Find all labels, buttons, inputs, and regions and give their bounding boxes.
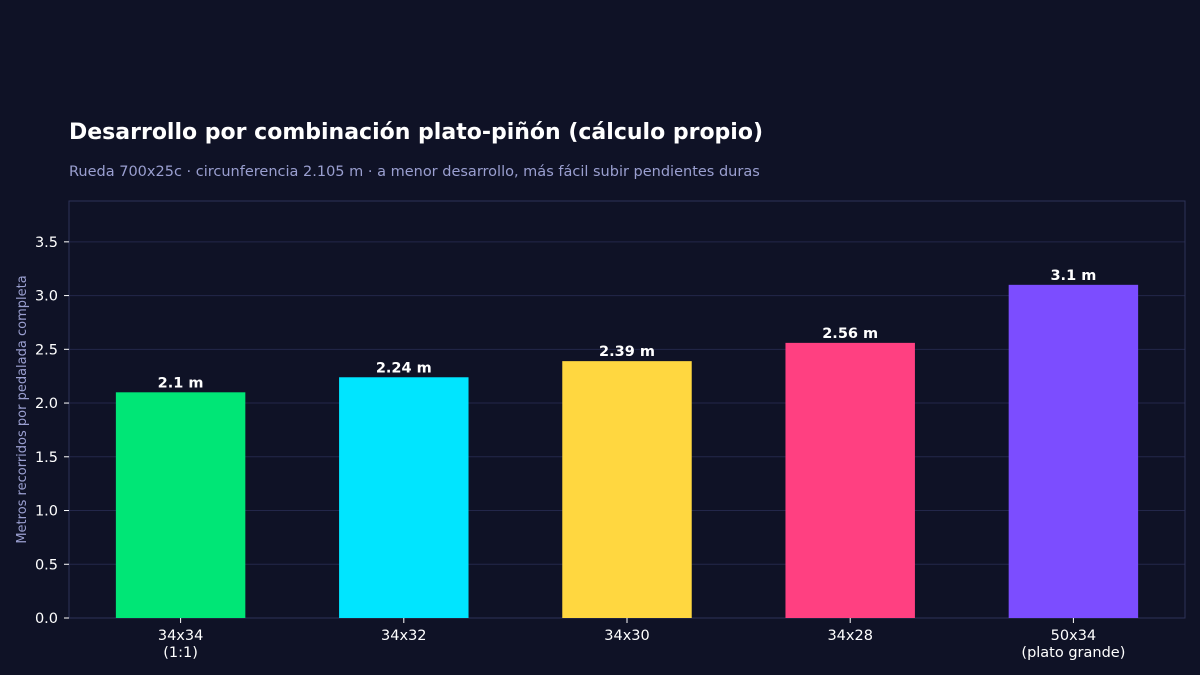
bars [115,284,1139,618]
y-tick-label: 2.5 [35,342,58,358]
y-tick-label: 1.0 [35,504,58,520]
x-axis-ticks: 34x34(1:1) 34x32 34x30 34x28 50x34(plato gra… [158,618,1125,661]
x-tick-label: 34x30 [604,628,649,644]
y-tick-label: 3.5 [35,235,58,251]
bar-value-label: 2.39 m [599,344,655,360]
bar [785,342,915,618]
y-axis-label: Metros recorridos por pedalada completa [15,275,30,543]
bar-value-label: 2.24 m [376,360,432,376]
x-tick-label: 34x28 [827,628,872,644]
bar [339,377,469,618]
bar [115,392,246,618]
y-tick-label: 0.0 [35,611,58,627]
bar-value-label: 2.1 m [158,375,204,391]
bar-value-label: 2.56 m [822,326,878,342]
y-axis-ticks: 0.0 0.5 1.0 1.5 2.0 2.5 3.0 3.5 [35,235,69,627]
bar [562,361,692,618]
y-tick-label: 3.0 [35,289,58,305]
x-tick-label: 34x34 [158,628,203,644]
y-tick-label: 0.5 [35,557,58,573]
data-labels: 2.1 m 2.24 m 2.39 m 2.56 m 3.1 m [158,268,1097,391]
x-tick-label: 50x34 [1051,628,1096,644]
chart-title: Desarrollo por combinación plato-piñón (… [69,120,764,145]
chart-subtitle: Rueda 700x25c · circunferencia 2.105 m ·… [69,164,760,180]
bar [1008,284,1139,618]
x-tick-label: 34x32 [381,628,426,644]
x-tick-label: (plato grande) [1021,645,1125,661]
y-tick-label: 1.5 [35,450,58,466]
y-tick-label: 2.0 [35,396,58,412]
bar-value-label: 3.1 m [1050,268,1096,284]
x-tick-label: (1:1) [163,645,198,661]
